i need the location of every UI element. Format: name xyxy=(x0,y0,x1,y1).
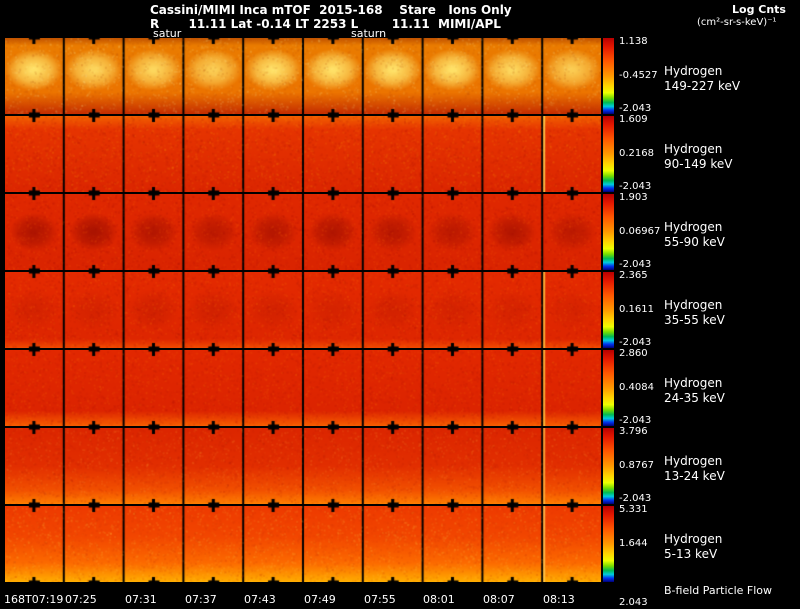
species-label: Hydrogen xyxy=(664,532,722,547)
heatmap-frames-canvas xyxy=(5,428,601,504)
colorbar xyxy=(603,350,614,426)
energy-band-label: Hydrogen 35-55 keV xyxy=(664,298,725,328)
colorbar-title: Log Cnts xyxy=(732,3,786,16)
colorbar-min-label: -2.043 xyxy=(619,415,651,426)
colorbar-max-label: 1.609 xyxy=(619,114,648,125)
energy-band-row-4: 2.365 0.1611 -2.043 Hydrogen 35-55 keV xyxy=(0,272,800,348)
colorbar-mid-label: 0.4084 xyxy=(619,382,654,393)
time-tick-label: 07:43 xyxy=(244,593,276,606)
colorbar xyxy=(603,116,614,192)
time-tick-label: 07:49 xyxy=(304,593,336,606)
colorbar xyxy=(603,194,614,270)
energy-range-label: 90-149 keV xyxy=(664,157,732,172)
colorbar-mid-label: -0.4527 xyxy=(619,70,658,81)
colorbar-max-label: 1.903 xyxy=(619,192,648,203)
heatmap-frames-canvas xyxy=(5,116,601,192)
bfield-particle-flow-label: B-field Particle Flow xyxy=(664,584,772,597)
energy-range-label: 55-90 keV xyxy=(664,235,725,250)
energy-band-label: Hydrogen 149-227 keV xyxy=(664,64,740,94)
energy-band-label: Hydrogen 55-90 keV xyxy=(664,220,725,250)
colorbar xyxy=(603,38,614,114)
species-label: Hydrogen xyxy=(664,64,740,79)
heatmap-frames-canvas xyxy=(5,38,601,114)
energy-band-row-5: 2.860 0.4084 -2.043 Hydrogen 24-35 keV xyxy=(0,350,800,426)
energy-range-label: 5-13 keV xyxy=(664,547,722,562)
time-tick-label: 07:37 xyxy=(185,593,217,606)
species-label: Hydrogen xyxy=(664,376,725,391)
time-tick-label: 07:25 xyxy=(65,593,97,606)
colorbar-mid-label: 0.8767 xyxy=(619,460,654,471)
energy-range-label: 149-227 keV xyxy=(664,79,740,94)
energy-band-row-3: 1.903 0.06967 -2.043 Hydrogen 55-90 keV xyxy=(0,194,800,270)
colorbar-mid-label: 0.1611 xyxy=(619,304,654,315)
energy-range-label: 35-55 keV xyxy=(664,313,725,328)
time-tick-label: 08:07 xyxy=(483,593,515,606)
colorbar-min-label: -2.043 xyxy=(619,259,651,270)
energy-band-label: Hydrogen 5-13 keV xyxy=(664,532,722,562)
colorbar xyxy=(603,428,614,504)
colorbar-units-label: (cm²-sr-s-keV)⁻¹ xyxy=(697,17,776,28)
time-tick-label: 08:01 xyxy=(423,593,455,606)
colorbar-max-label: 3.796 xyxy=(619,426,648,437)
colorbar-min-label: 2.043 xyxy=(619,597,648,608)
energy-range-label: 24-35 keV xyxy=(664,391,725,406)
colorbar-mid-label: 0.06967 xyxy=(619,226,660,237)
plot-title: Cassini/MIMI Inca mTOF 2015-168 Stare Io… xyxy=(150,3,512,17)
energy-band-row-6: 3.796 0.8767 -2.043 Hydrogen 13-24 keV xyxy=(0,428,800,504)
species-label: Hydrogen xyxy=(664,454,725,469)
cassini-mimi-spectrogram-page: { "header": { "title_line1": "Cassini/MI… xyxy=(0,0,800,609)
heatmap-frames-canvas xyxy=(5,272,601,348)
energy-band-label: Hydrogen 24-35 keV xyxy=(664,376,725,406)
time-tick-label: 08:13 xyxy=(543,593,575,606)
energy-band-row-2: 1.609 0.2168 -2.043 Hydrogen 90-149 keV xyxy=(0,116,800,192)
colorbar-min-label: -2.043 xyxy=(619,181,651,192)
colorbar-mid-label: 0.2168 xyxy=(619,148,654,159)
time-tick-label: 07:55 xyxy=(364,593,396,606)
colorbar-max-label: 1.138 xyxy=(619,36,648,47)
colorbar-max-label: 5.331 xyxy=(619,504,648,515)
colorbar-min-label: -2.043 xyxy=(619,337,651,348)
colorbar-min-label: -2.043 xyxy=(619,103,651,114)
species-label: Hydrogen xyxy=(664,220,725,235)
heatmap-frames-canvas xyxy=(5,350,601,426)
energy-band-row-7: 5.331 1.644 2.043 Hydrogen 5-13 keV xyxy=(0,506,800,582)
energy-band-label: Hydrogen 90-149 keV xyxy=(664,142,732,172)
time-tick-label: 168T07:19 xyxy=(4,593,63,606)
colorbar xyxy=(603,506,614,582)
heatmap-frames-canvas xyxy=(5,194,601,270)
species-label: Hydrogen xyxy=(664,142,732,157)
energy-range-label: 13-24 keV xyxy=(664,469,725,484)
colorbar-mid-label: 1.644 xyxy=(619,538,648,549)
colorbar-min-label: -2.043 xyxy=(619,493,651,504)
colorbar-max-label: 2.365 xyxy=(619,270,648,281)
colorbar-max-label: 2.860 xyxy=(619,348,648,359)
energy-band-row-1: 1.138 -0.4527 -2.043 Hydrogen 149-227 ke… xyxy=(0,38,800,114)
colorbar xyxy=(603,272,614,348)
energy-band-label: Hydrogen 13-24 keV xyxy=(664,454,725,484)
ephemeris-line: R 11.11 Lat -0.14 LT 2253 L 11.11 MIMI/A… xyxy=(150,17,501,31)
species-label: Hydrogen xyxy=(664,298,725,313)
time-tick-label: 07:31 xyxy=(125,593,157,606)
heatmap-frames-canvas xyxy=(5,506,601,582)
